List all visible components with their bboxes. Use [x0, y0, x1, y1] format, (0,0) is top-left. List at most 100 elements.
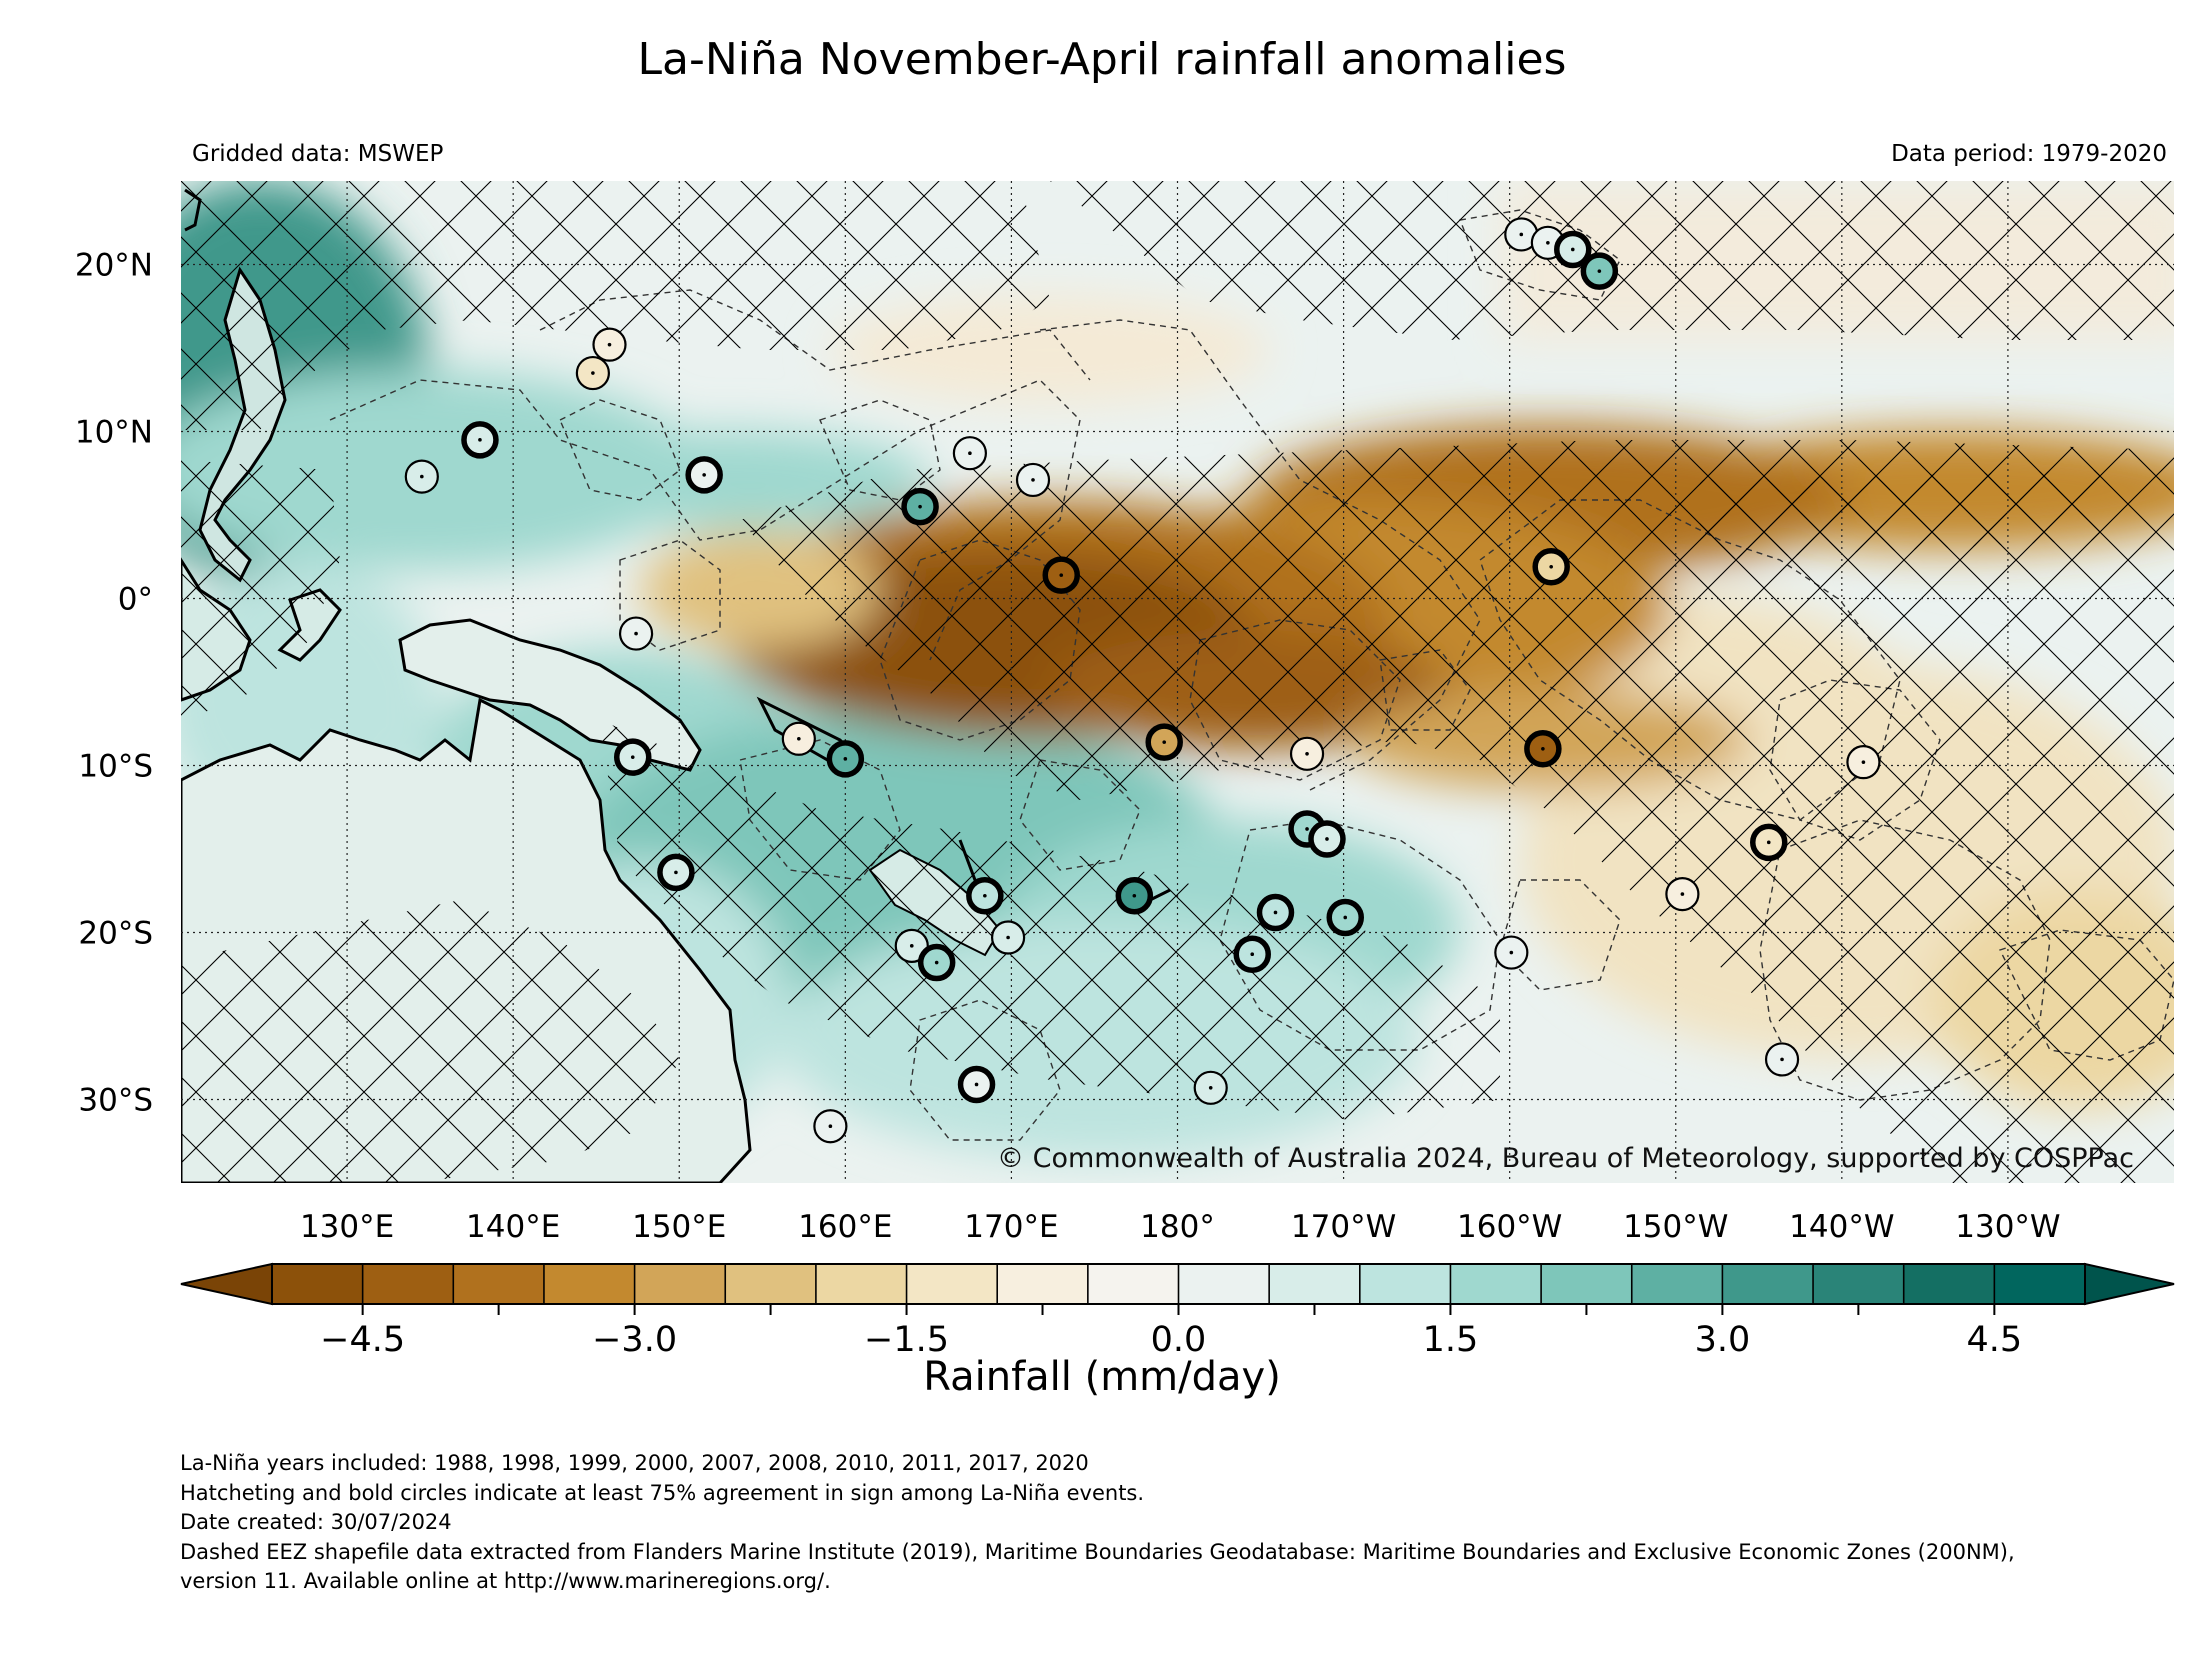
lon-tick-label: 140°E: [466, 1209, 560, 1245]
station-island-dot: [1861, 760, 1866, 764]
colorbar: [180, 1262, 2175, 1306]
station-island-dot: [1208, 1086, 1213, 1090]
lon-tick-label: 140°W: [1789, 1209, 1894, 1245]
station-island-dot: [1305, 752, 1309, 756]
station-island-dot: [843, 757, 848, 761]
station-island-dot: [983, 893, 987, 898]
colorbar-tick-label: 1.5: [1423, 1320, 1479, 1360]
station-island-dot: [1305, 827, 1309, 831]
station-island-dot: [1059, 573, 1064, 577]
station-island-dot: [591, 371, 595, 375]
lon-tick-label: 130°W: [1955, 1209, 2060, 1245]
colorbar-segment: [815, 1264, 908, 1304]
station-island-dot: [974, 1082, 979, 1087]
lon-tick-label: 160°E: [798, 1209, 892, 1245]
colorbar-tick-label: −1.5: [864, 1320, 949, 1360]
station-island-dot: [797, 736, 801, 741]
lon-tick-label: 160°W: [1457, 1209, 1562, 1245]
colorbar-segment: [997, 1264, 1089, 1304]
station-island-dot: [1162, 740, 1167, 744]
colorbar-segment: [725, 1264, 817, 1304]
colorbar-segment: [543, 1264, 636, 1304]
colorbar-extend-over: [2084, 1262, 2175, 1306]
agreement-hatching: [181, 181, 2174, 1183]
gridlines: [181, 181, 2174, 1183]
colorbar-extend-under: [180, 1262, 273, 1306]
colorbar-segment: [453, 1264, 545, 1304]
chart-title: La-Niña November-April rainfall anomalie…: [637, 34, 1567, 85]
footnote-eez-source: Dashed EEZ shapefile data extracted from…: [180, 1539, 2015, 1564]
station-island-dot: [1680, 892, 1685, 896]
lon-tick-label: 170°W: [1291, 1209, 1396, 1245]
station-island-dot: [1780, 1057, 1784, 1062]
colorbar-segment: [1087, 1264, 1179, 1304]
footnote-eez-version: version 11. Available online at http://w…: [180, 1569, 831, 1593]
map-panel: © Commonwealth of Australia 2024, Bureau…: [181, 181, 2174, 1183]
station-island-dot: [674, 870, 678, 875]
station-markers: [404, 217, 1881, 1144]
latitude-tick-labels: 20°N 10°N 0° 10°S 20°S 30°S: [75, 248, 153, 1119]
colorbar-segment: [1994, 1264, 2086, 1304]
station-island-dot: [607, 342, 612, 347]
colorbar-segment: [1631, 1264, 1723, 1304]
station-island-dot: [1541, 747, 1545, 751]
station-island-dot: [1325, 837, 1329, 841]
copyright-notice: © Commonwealth of Australia 2024, Bureau…: [997, 1143, 2134, 1174]
station-island-dot: [1519, 232, 1524, 237]
lon-tick-label: 150°W: [1623, 1209, 1728, 1245]
station-island-dot: [702, 473, 706, 477]
colorbar-tick-label: −3.0: [592, 1320, 677, 1360]
colorbar-segment: [1541, 1264, 1633, 1304]
lat-tick-label: 20°N: [75, 248, 153, 284]
station-island-dot: [968, 451, 972, 456]
lon-tick-label: 130°E: [300, 1209, 394, 1245]
colorbar-segment: [1903, 1264, 1995, 1304]
station-island-dot: [828, 1124, 833, 1129]
station-island-dot: [1509, 950, 1514, 955]
colorbar-tick-label: −4.5: [320, 1320, 405, 1360]
gridded-data-label: Gridded data: MSWEP: [192, 141, 444, 167]
station-island-dot: [1132, 893, 1137, 898]
station-island-dot: [909, 944, 914, 948]
colorbar-segment: [1722, 1264, 1814, 1304]
station-island-dot: [1273, 910, 1278, 915]
station-island-dot: [634, 631, 638, 636]
station-island-dot: [420, 474, 424, 479]
footnote-years: La-Niña years included: 1988, 1998, 1999…: [180, 1451, 1089, 1475]
station-island-dot: [1570, 247, 1575, 252]
colorbar-segment: [1359, 1264, 1451, 1304]
station-island-dot: [1546, 240, 1550, 245]
data-period-label: Data period: 1979-2020: [1891, 141, 2167, 167]
lat-tick-label: 10°N: [75, 415, 153, 451]
lon-tick-label: 170°E: [964, 1209, 1058, 1245]
lat-tick-label: 0°: [118, 582, 153, 618]
station-island-dot: [1006, 935, 1010, 940]
footnote-hatching: Hatcheting and bold circles indicate at …: [180, 1480, 1145, 1505]
colorbar-ticks: −4.5 −3.0 −1.5 0.0 1.5 3.0 4.5: [320, 1304, 2022, 1360]
station-island-dot: [1343, 915, 1348, 920]
longitude-tick-labels: 130°E 140°E 150°E 160°E 170°E 180° 170°W 160°W 1…: [300, 1209, 2061, 1245]
station-island-dot: [1250, 952, 1255, 957]
colorbar-segment: [634, 1264, 726, 1304]
footnotes: La-Niña years included: 1988, 1998, 1999…: [180, 1449, 2015, 1597]
station-island-dot: [1031, 478, 1035, 482]
colorbar-label: Rainfall (mm/day): [923, 1354, 1281, 1400]
colorbar-tick-label: 4.5: [1967, 1320, 2023, 1360]
footnote-date: Date created: 30/07/2024: [180, 1510, 452, 1534]
lat-tick-label: 30°S: [78, 1083, 153, 1119]
lat-tick-label: 10°S: [78, 749, 153, 785]
station-island-dot: [1766, 840, 1771, 845]
colorbar-tick-label: 0.0: [1151, 1320, 1207, 1360]
colorbar-segment: [1178, 1264, 1270, 1304]
lat-tick-label: 20°S: [78, 916, 153, 952]
station-island-dot: [918, 504, 922, 509]
colorbar-segment: [1450, 1264, 1542, 1304]
lon-tick-label: 150°E: [632, 1209, 726, 1245]
lon-tick-label: 180°: [1140, 1209, 1215, 1245]
station-island-dot: [630, 755, 635, 759]
station-island-dot: [1549, 564, 1553, 569]
colorbar-segment: [362, 1264, 454, 1304]
colorbar-segment: [1269, 1264, 1361, 1304]
station-island-dot: [1597, 269, 1602, 273]
